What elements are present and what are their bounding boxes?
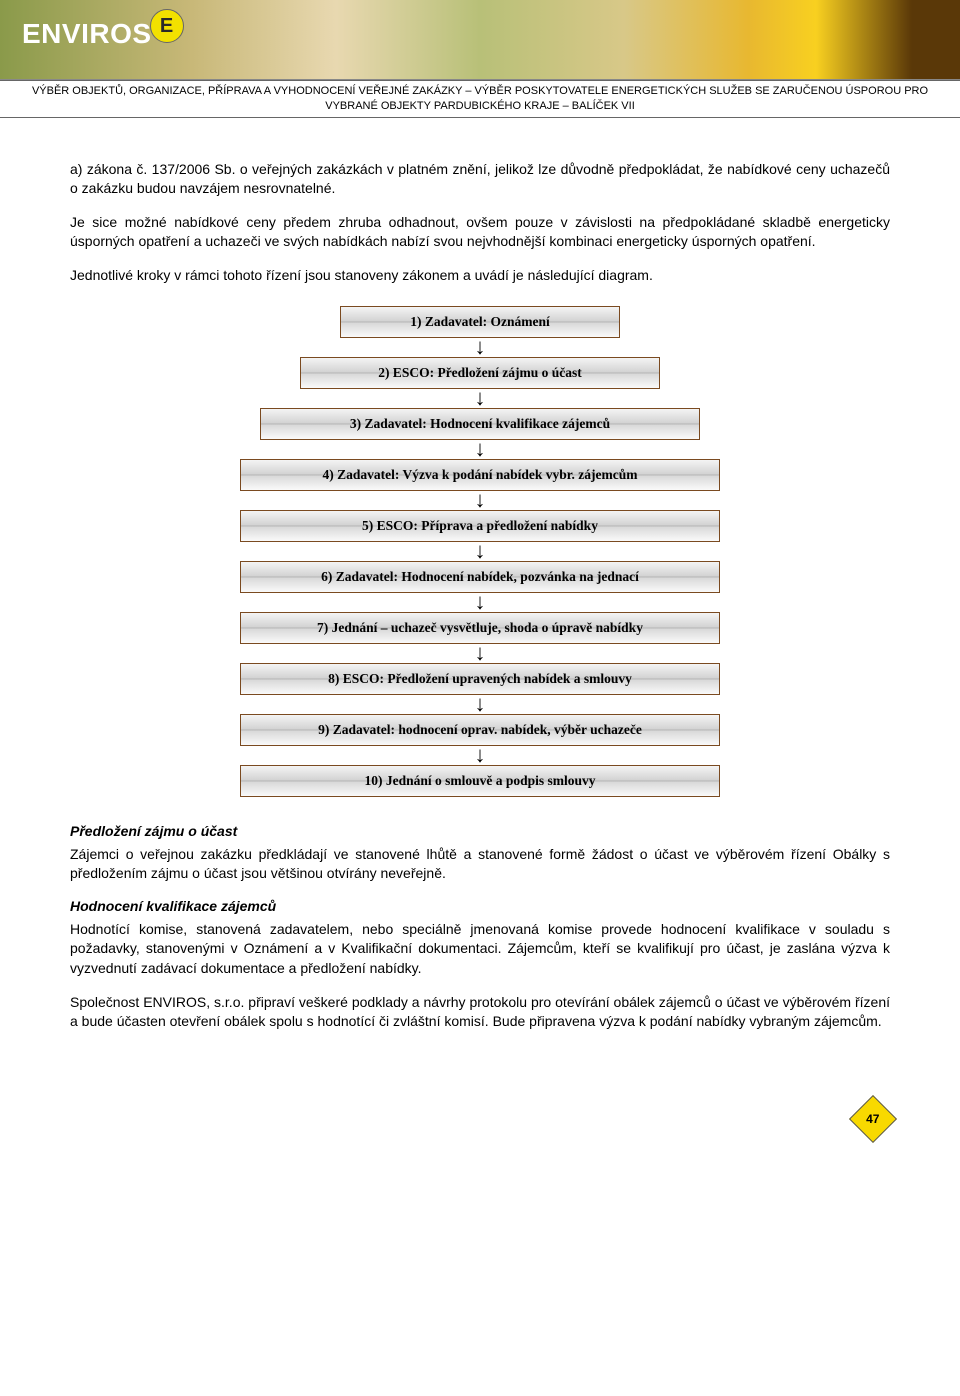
- arrow-down-icon: [475, 443, 486, 459]
- diagram-step-10: 10) Jednání o smlouvě a podpis smlouvy: [240, 765, 720, 797]
- section-2-body: Hodnotící komise, stanovená zadavatelem,…: [70, 920, 890, 979]
- logo: ENVIROS E: [22, 18, 184, 50]
- diagram-step-4: 4) Zadavatel: Výzva k podání nabídek vyb…: [240, 459, 720, 491]
- arrow-down-icon: [475, 494, 486, 510]
- diagram-step-8: 8) ESCO: Předložení upravených nabídek a…: [240, 663, 720, 695]
- arrow-down-icon: [475, 596, 486, 612]
- main-content: a) zákona č. 137/2006 Sb. o veřejných za…: [0, 118, 960, 1070]
- arrow-down-icon: [475, 341, 486, 357]
- paragraph-2: Je sice možné nabídkové ceny předem zhru…: [70, 213, 890, 252]
- section-1-body: Zájemci o veřejnou zakázku předkládají v…: [70, 845, 890, 884]
- arrow-down-icon: [475, 698, 486, 714]
- page-number: 47: [866, 1112, 879, 1126]
- arrow-down-icon: [475, 545, 486, 561]
- diagram-step-7: 7) Jednání – uchazeč vysvětluje, shoda o…: [240, 612, 720, 644]
- arrow-down-icon: [475, 749, 486, 765]
- diagram-step-5: 5) ESCO: Příprava a předložení nabídky: [240, 510, 720, 542]
- paragraph-1: a) zákona č. 137/2006 Sb. o veřejných za…: [70, 160, 890, 199]
- subheading-1: Předložení zájmu o účast: [70, 823, 890, 839]
- diagram-step-6: 6) Zadavatel: Hodnocení nabídek, pozvánk…: [240, 561, 720, 593]
- arrow-down-icon: [475, 647, 486, 663]
- doc-title-line2: VYBRANÉ OBJEKTY PARDUBICKÉHO KRAJE – BAL…: [8, 99, 952, 114]
- document-title-bar: VÝBĚR OBJEKTŮ, ORGANIZACE, PŘÍPRAVA A VY…: [0, 80, 960, 118]
- diagram-step-2: 2) ESCO: Předložení zájmu o účast: [300, 357, 660, 389]
- subheading-2: Hodnocení kvalifikace zájemců: [70, 898, 890, 914]
- logo-badge-icon: E: [150, 9, 184, 43]
- diagram-step-3: 3) Zadavatel: Hodnocení kvalifikace záje…: [260, 408, 700, 440]
- page-footer: 47: [0, 1096, 960, 1136]
- diagram-step-1: 1) Zadavatel: Oznámení: [340, 306, 620, 338]
- page-number-badge: 47: [849, 1095, 897, 1143]
- diagram-step-9: 9) Zadavatel: hodnocení oprav. nabídek, …: [240, 714, 720, 746]
- doc-title-line1: VÝBĚR OBJEKTŮ, ORGANIZACE, PŘÍPRAVA A VY…: [8, 84, 952, 99]
- header-banner: ENVIROS E: [0, 0, 960, 80]
- process-diagram: 1) Zadavatel: Oznámení 2) ESCO: Předlože…: [220, 306, 740, 797]
- paragraph-3: Jednotlivé kroky v rámci tohoto řízení j…: [70, 266, 890, 286]
- logo-text: ENVIROS: [22, 18, 152, 50]
- section-3-body: Společnost ENVIROS, s.r.o. připraví vešk…: [70, 993, 890, 1032]
- arrow-down-icon: [475, 392, 486, 408]
